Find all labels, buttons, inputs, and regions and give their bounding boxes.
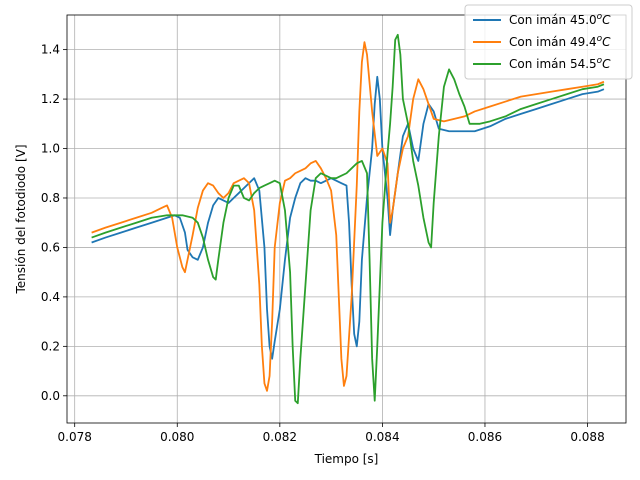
y-tick-label: 1.2 <box>41 92 60 106</box>
legend-label-1: Con imán 49.4oC <box>509 34 611 49</box>
legend-label-unit: C <box>602 13 611 27</box>
legend-label-text: Con imán 45.0 <box>509 13 597 27</box>
y-tick-label: 0.2 <box>41 339 60 353</box>
x-axis-label: Tiempo [s] <box>314 452 379 466</box>
legend-label-2: Con imán 54.5oC <box>509 56 611 71</box>
series-line-0 <box>91 75 605 360</box>
x-tick-label: 0.082 <box>263 430 297 444</box>
y-tick-label: 0.6 <box>41 240 60 254</box>
plot-frame <box>66 14 627 424</box>
x-tick-label: 0.084 <box>365 430 399 444</box>
y-tick-label: 1.0 <box>41 142 60 156</box>
legend-label-degree: o <box>597 34 603 44</box>
legend-label-unit: C <box>602 57 611 71</box>
series-line-1 <box>91 41 605 392</box>
legend-label-text: Con imán 54.5 <box>509 57 597 71</box>
y-tick-label: 0.4 <box>41 290 60 304</box>
series-group <box>91 33 605 405</box>
y-tick-label: 1.4 <box>41 43 60 57</box>
y-axis-label: Tensión del fotodiodo [V] <box>14 144 28 294</box>
y-tick-label: 0.0 <box>41 389 60 403</box>
x-tick-label: 0.080 <box>160 430 194 444</box>
x-tick-label: 0.088 <box>570 430 604 444</box>
y-axis: 0.0 0.2 0.4 0.6 0.8 1.0 1.2 1.4 <box>41 43 67 403</box>
legend-label-degree: o <box>597 56 603 66</box>
x-axis: 0.078 0.080 0.082 0.084 0.086 0.088 <box>58 423 605 444</box>
legend-label-text: Con imán 49.4 <box>509 35 597 49</box>
series-line-2 <box>91 33 605 405</box>
y-tick-label: 0.8 <box>41 191 60 205</box>
legend-label-unit: C <box>602 35 611 49</box>
x-tick-label: 0.078 <box>58 430 92 444</box>
legend-label-0: Con imán 45.0oC <box>509 12 611 27</box>
legend-label-degree: o <box>597 12 603 22</box>
legend-box <box>464 4 633 80</box>
x-tick-label: 0.086 <box>468 430 502 444</box>
